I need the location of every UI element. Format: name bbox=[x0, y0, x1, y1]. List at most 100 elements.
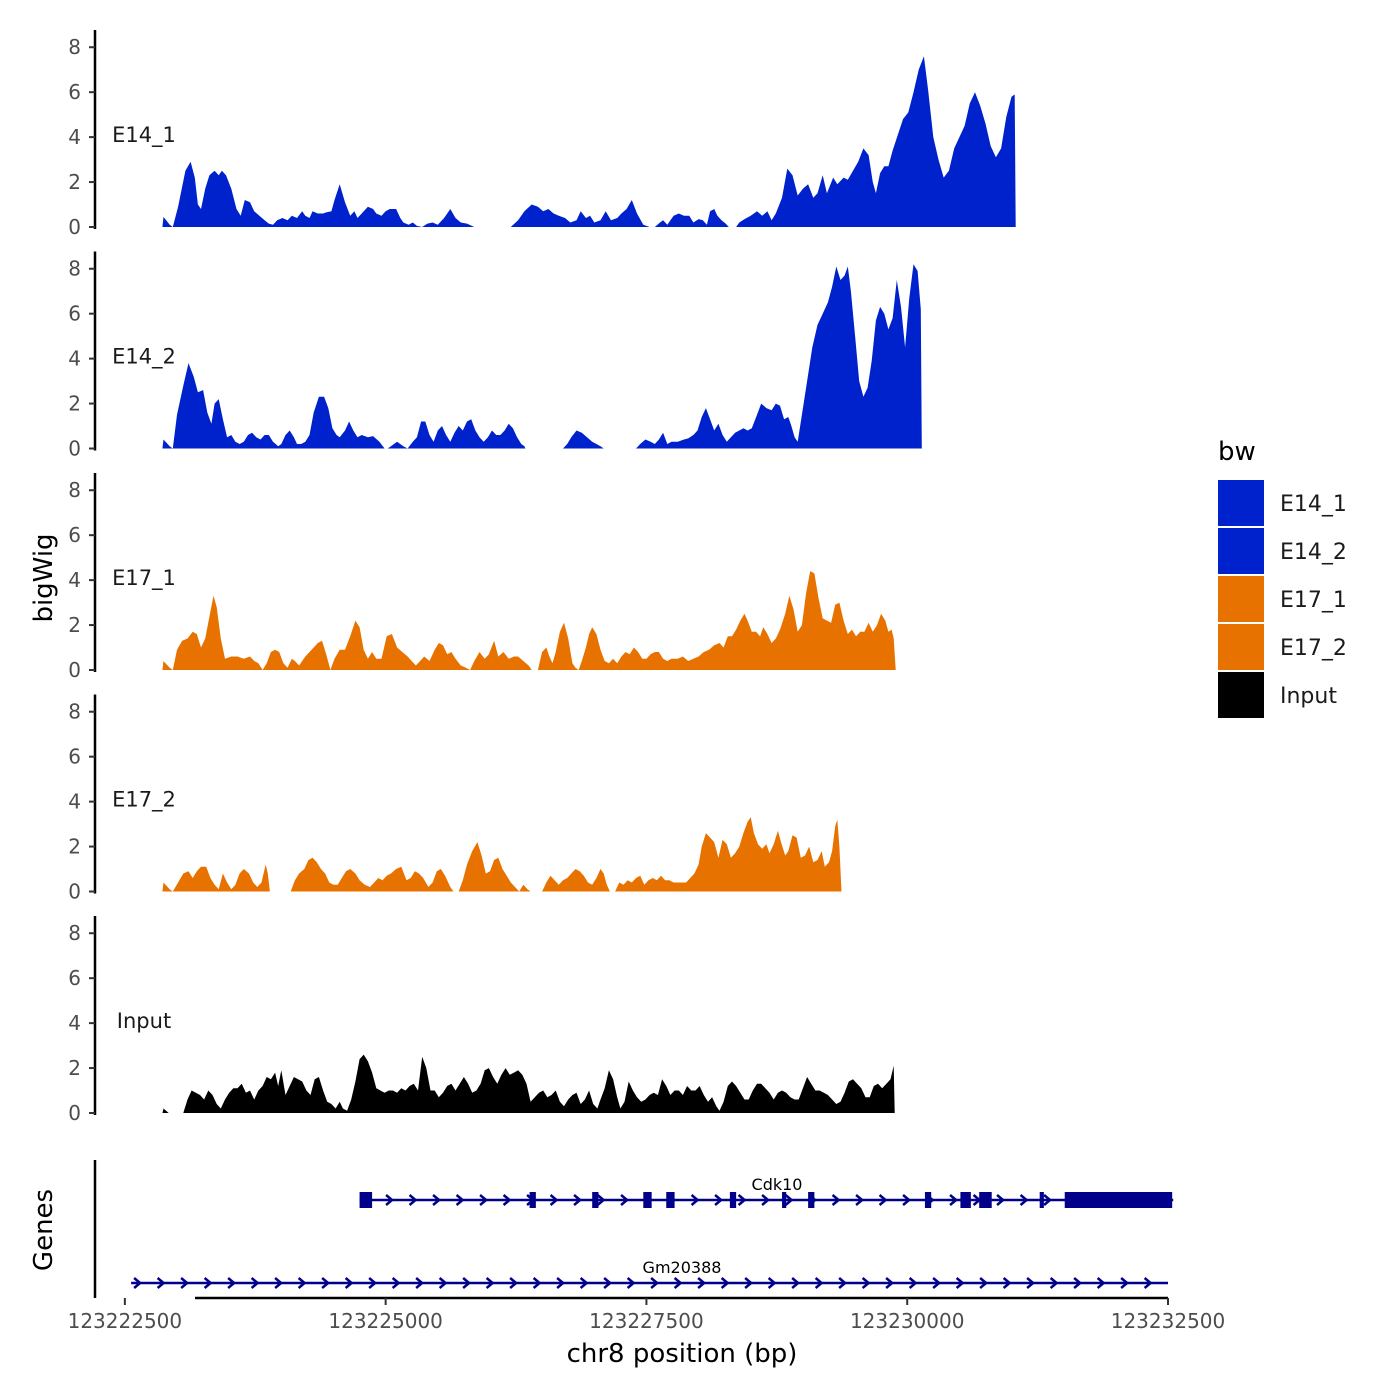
track-Input: 0 2 4 6 8 Input bbox=[68, 916, 895, 1125]
track-label: E17_2 bbox=[112, 788, 176, 813]
y-tick-label: 2 bbox=[68, 170, 81, 194]
gene-label: Cdk10 bbox=[752, 1175, 803, 1194]
strand-arrow bbox=[408, 1194, 418, 1206]
strand-arrow bbox=[932, 1277, 942, 1289]
strand-arrow bbox=[979, 1277, 989, 1289]
y-tick-label: 6 bbox=[68, 745, 81, 769]
y-tick-label: 4 bbox=[68, 1011, 81, 1035]
y-tick-label: 0 bbox=[68, 437, 81, 461]
strand-arrow bbox=[509, 1277, 519, 1289]
strand-arrow bbox=[502, 1194, 512, 1206]
strand-arrow bbox=[878, 1194, 888, 1206]
coverage-area-E14_1 bbox=[162, 56, 1016, 228]
strand-arrow bbox=[714, 1194, 724, 1206]
y-tick-label: 6 bbox=[68, 80, 81, 104]
strand-arrow bbox=[761, 1194, 771, 1206]
strand-arrow bbox=[321, 1277, 331, 1289]
y-tick-label: 2 bbox=[68, 1056, 81, 1080]
y-tick-label: 0 bbox=[68, 658, 81, 682]
strand-arrow bbox=[838, 1277, 848, 1289]
strand-arrow bbox=[1143, 1277, 1153, 1289]
strand-arrow bbox=[955, 1277, 965, 1289]
x-tick-label: 123222500 bbox=[68, 1309, 183, 1333]
legend-label-E17_1: E17_1 bbox=[1280, 588, 1347, 613]
strand-arrow bbox=[814, 1277, 824, 1289]
track-label: E14_2 bbox=[112, 345, 176, 370]
strand-arrow bbox=[690, 1194, 700, 1206]
strand-arrow bbox=[1049, 1277, 1059, 1289]
strand-arrow bbox=[1073, 1277, 1083, 1289]
x-tick-label: 123232500 bbox=[1111, 1309, 1226, 1333]
y-tick-label: 4 bbox=[68, 125, 81, 149]
y-tick-label: 8 bbox=[68, 700, 81, 724]
y-tick-label: 8 bbox=[68, 478, 81, 502]
strand-arrow bbox=[697, 1277, 707, 1289]
strand-arrow bbox=[1120, 1277, 1130, 1289]
strand-arrow bbox=[180, 1277, 190, 1289]
strand-arrow bbox=[1026, 1277, 1036, 1289]
y-tick-label: 0 bbox=[68, 215, 81, 239]
strand-arrow bbox=[455, 1194, 465, 1206]
legend-label-Input: Input bbox=[1280, 684, 1337, 709]
legend-swatch-E14_2 bbox=[1218, 528, 1264, 574]
exon bbox=[359, 1192, 373, 1208]
y-tick-label: 0 bbox=[68, 880, 81, 904]
strand-arrow bbox=[596, 1194, 606, 1206]
strand-arrow bbox=[297, 1277, 307, 1289]
exon bbox=[960, 1192, 971, 1208]
strand-arrow bbox=[368, 1277, 378, 1289]
strand-arrow bbox=[385, 1194, 395, 1206]
y-tick-label: 4 bbox=[68, 790, 81, 814]
legend-swatch-E17_1 bbox=[1218, 576, 1264, 622]
strand-arrow bbox=[650, 1277, 660, 1289]
strand-arrow bbox=[203, 1277, 213, 1289]
strand-arrow bbox=[549, 1194, 559, 1206]
track-label: E14_1 bbox=[112, 123, 176, 148]
gene-label: Gm20388 bbox=[643, 1258, 722, 1277]
exon bbox=[924, 1192, 932, 1208]
strand-arrow bbox=[1019, 1194, 1029, 1206]
track-E14_1: 0 2 4 6 8 E14_1 bbox=[68, 30, 1016, 239]
coverage-area-E17_1 bbox=[162, 571, 896, 670]
strand-arrow bbox=[737, 1194, 747, 1206]
strand-arrow bbox=[579, 1277, 589, 1289]
strand-arrow bbox=[673, 1277, 683, 1289]
strand-arrow bbox=[391, 1277, 401, 1289]
legend: bw E14_1 E14_2 E17_1 E17_2 Input bbox=[1218, 437, 1347, 718]
legend-swatch-E17_2 bbox=[1218, 624, 1264, 670]
exon bbox=[1039, 1192, 1044, 1208]
y-tick-label: 0 bbox=[68, 1101, 81, 1125]
strand-arrow bbox=[996, 1194, 1006, 1206]
exon bbox=[666, 1192, 675, 1208]
x-axis-title: chr8 position (bp) bbox=[567, 1339, 798, 1369]
genes-axis-title: Genes bbox=[29, 1189, 59, 1271]
strand-arrow bbox=[415, 1277, 425, 1289]
y-axis-title: bigWig bbox=[29, 533, 59, 622]
legend-label-E17_2: E17_2 bbox=[1280, 636, 1347, 661]
track-label: Input bbox=[117, 1009, 171, 1033]
strand-arrow bbox=[908, 1277, 918, 1289]
strand-arrow bbox=[744, 1277, 754, 1289]
strand-arrow bbox=[532, 1277, 542, 1289]
strand-arrow bbox=[626, 1277, 636, 1289]
strand-arrow bbox=[344, 1277, 354, 1289]
gene-Gm20388: Gm20388 bbox=[131, 1258, 1168, 1289]
exon bbox=[808, 1192, 815, 1208]
strand-arrow bbox=[274, 1277, 284, 1289]
track-E14_2: 0 2 4 6 8 E14_2 bbox=[68, 251, 922, 461]
strand-arrow bbox=[485, 1277, 495, 1289]
strand-arrow bbox=[156, 1277, 166, 1289]
legend-swatch-E14_1 bbox=[1218, 480, 1264, 526]
genes-panel: Cdk10 Gm20388 bbox=[93, 1160, 1174, 1298]
exon bbox=[979, 1192, 992, 1208]
coverage-tracks: 0 2 4 6 8 E14_1 0 2 4 6 8 E14_2 0 2 4 6 8 E17_1 0 2 4 6 8 E17_2… bbox=[68, 30, 1016, 1125]
track-E17_2: 0 2 4 6 8 E17_2 bbox=[68, 694, 842, 904]
x-tick-label: 123227500 bbox=[589, 1309, 704, 1333]
strand-arrow bbox=[133, 1277, 143, 1289]
legend-label-E14_1: E14_1 bbox=[1280, 492, 1347, 517]
legend-title: bw bbox=[1218, 437, 1256, 467]
y-tick-label: 2 bbox=[68, 835, 81, 859]
exon bbox=[643, 1192, 652, 1208]
strand-arrow bbox=[250, 1277, 260, 1289]
